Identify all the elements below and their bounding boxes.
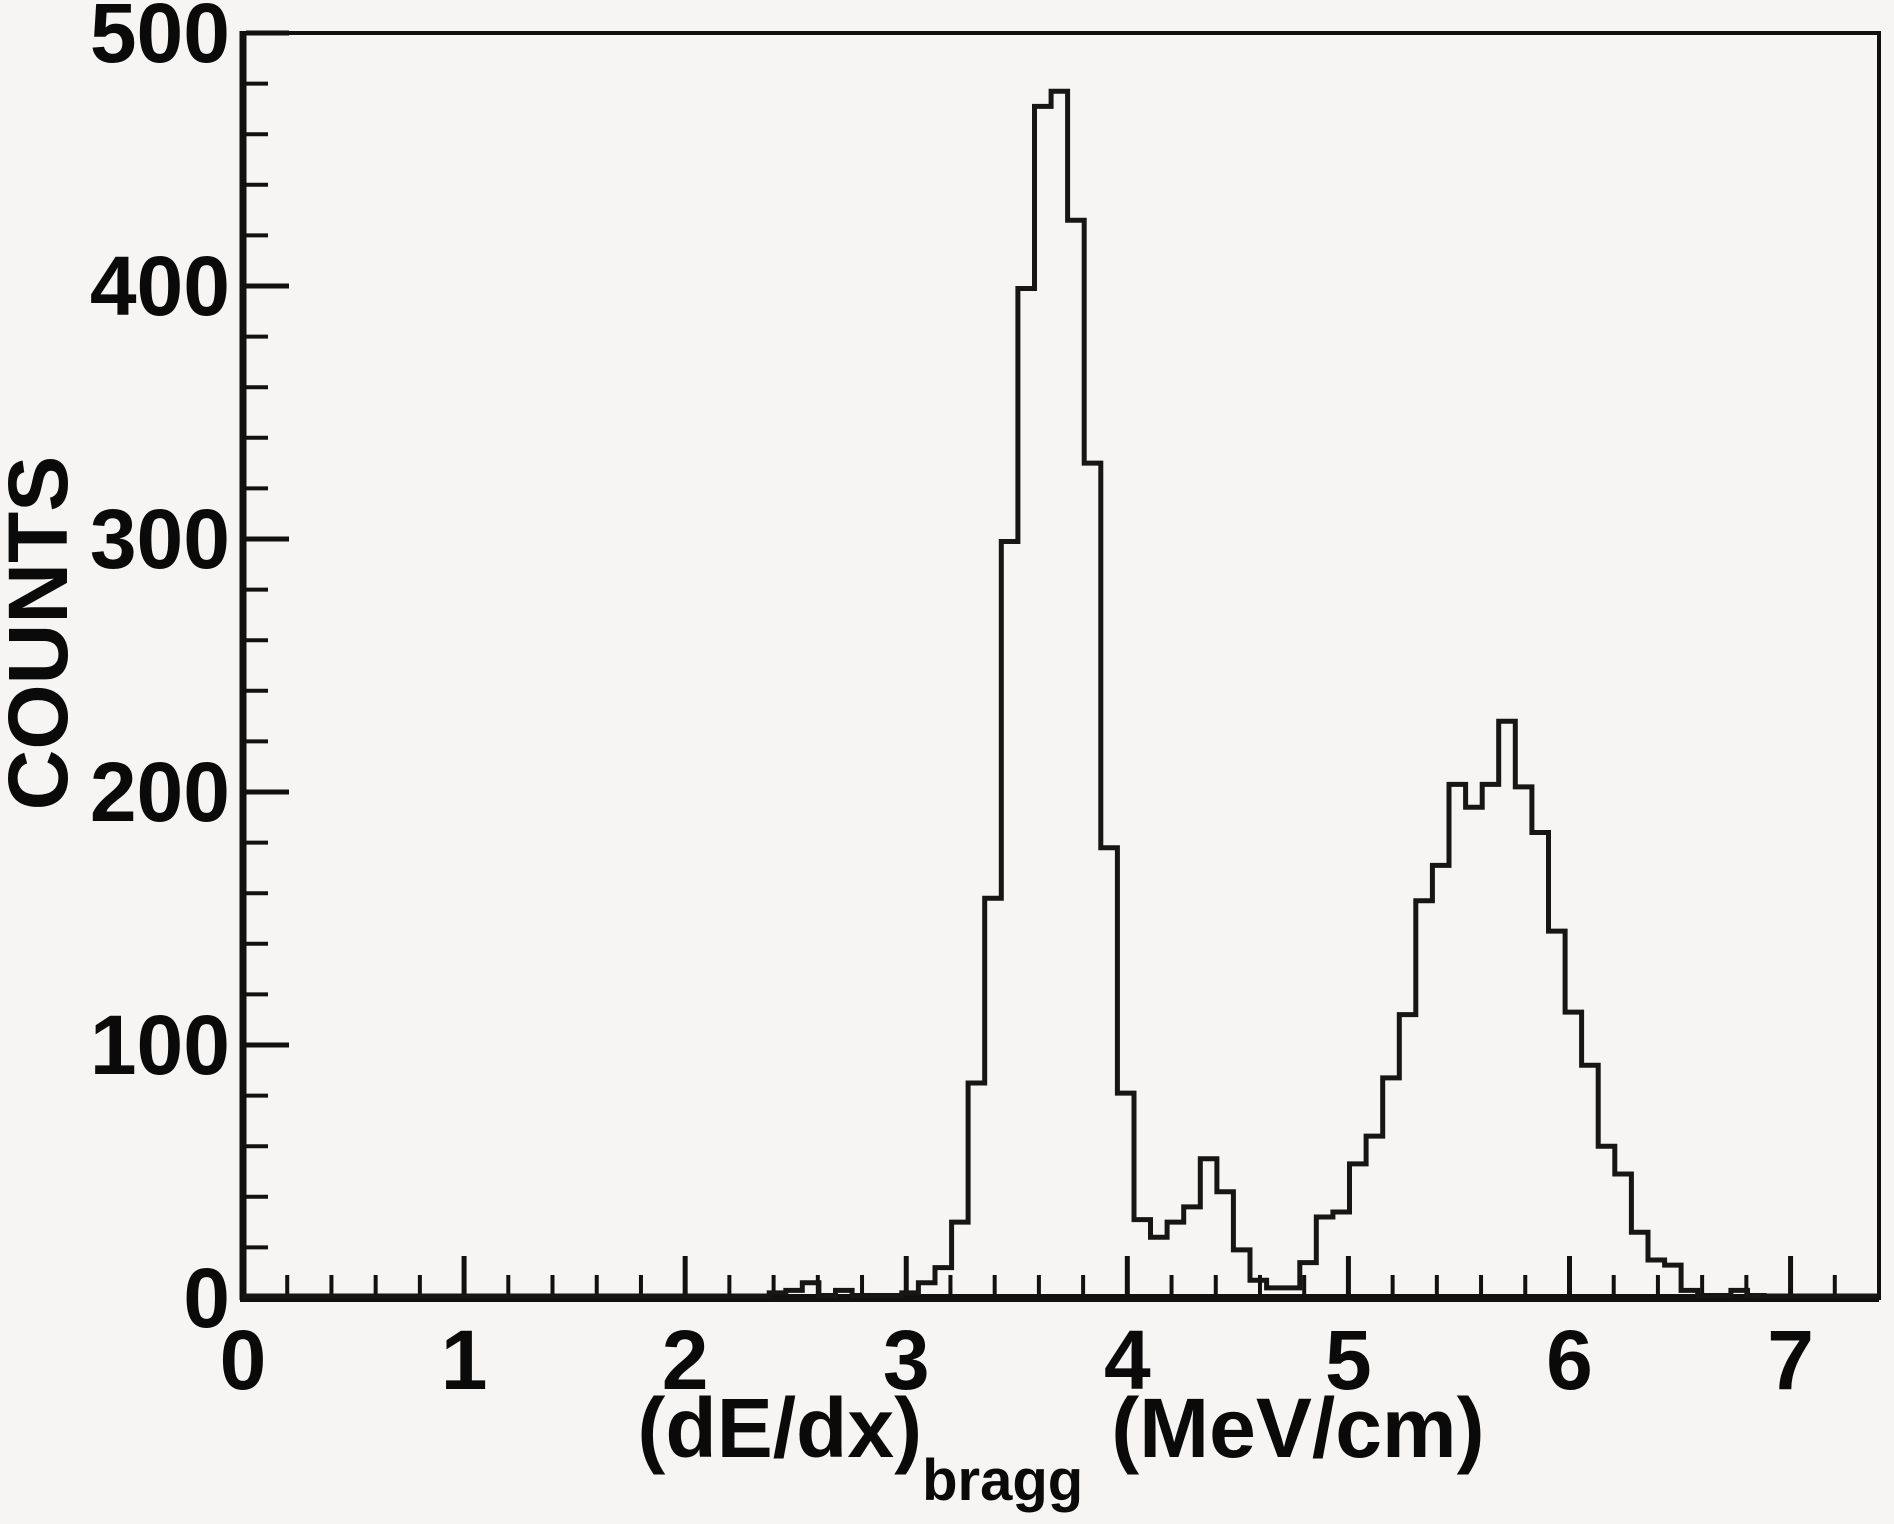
x-tick-label: 4 xyxy=(1103,1313,1151,1407)
x-axis-title: (dE/dx) bragg (MeV/cm) xyxy=(243,1384,1879,1510)
x-tick-label: 3 xyxy=(882,1313,930,1407)
y-tick-label: 0 xyxy=(183,1251,230,1345)
y-tick-label: 500 xyxy=(89,0,230,80)
y-axis-title: COUNTS xyxy=(0,455,85,811)
x-tick-label: 7 xyxy=(1767,1313,1814,1407)
x-tick-label: 5 xyxy=(1325,1313,1372,1407)
y-tick-label: 100 xyxy=(89,998,230,1092)
x-tick-label: 1 xyxy=(440,1313,488,1407)
plot-frame xyxy=(241,31,1881,1300)
x-tick-label: 2 xyxy=(661,1313,709,1407)
x-tick-label: 0 xyxy=(219,1313,267,1407)
histogram-step-line xyxy=(243,88,1879,1299)
x-axis-title-unit: (MeV/cm) xyxy=(1111,1381,1485,1475)
x-tick-label: 6 xyxy=(1546,1313,1593,1407)
x-axis-title-subscript: bragg xyxy=(922,1448,1084,1513)
y-tick-label: 300 xyxy=(89,492,230,586)
y-tick-label: 400 xyxy=(89,239,230,333)
x-axis-title-main: (dE/dx) xyxy=(637,1381,923,1475)
y-tick-label: 200 xyxy=(89,745,230,839)
